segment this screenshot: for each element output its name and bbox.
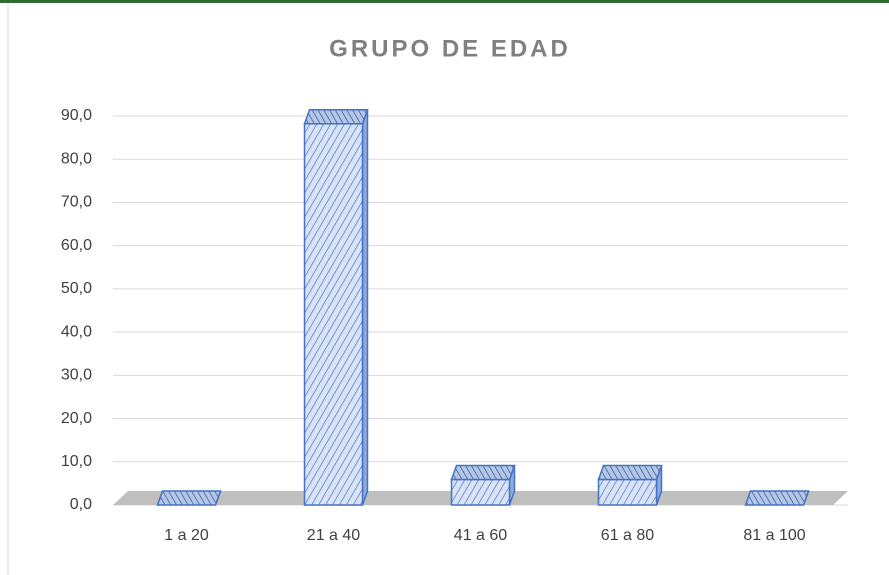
y-tick-label: 90,0: [61, 107, 92, 124]
y-tick-label: 50,0: [61, 280, 92, 297]
y-tick-label: 40,0: [61, 323, 92, 340]
bar: [597, 464, 663, 506]
x-tick-label: 41 a 60: [454, 527, 507, 544]
x-tick-label: 21 a 40: [307, 527, 360, 544]
bar: [450, 464, 516, 506]
y-tick-label: 20,0: [61, 410, 92, 427]
y-tick-label: 80,0: [61, 150, 92, 167]
top-border: [0, 0, 889, 3]
x-tick-label: 61 a 80: [601, 527, 654, 544]
bar: [156, 490, 222, 506]
chart-title: GRUPO DE EDAD: [329, 35, 571, 62]
bar: [744, 490, 810, 506]
y-tick-label: 10,0: [61, 453, 92, 470]
y-tick-label: 0,0: [70, 496, 92, 513]
x-tick-label: 81 a 100: [743, 527, 805, 544]
x-tick-label: 1 a 20: [164, 527, 209, 544]
y-tick-label: 30,0: [61, 367, 92, 384]
y-tick-label: 60,0: [61, 237, 92, 254]
bar: [303, 109, 369, 506]
y-tick-label: 70,0: [61, 194, 92, 211]
